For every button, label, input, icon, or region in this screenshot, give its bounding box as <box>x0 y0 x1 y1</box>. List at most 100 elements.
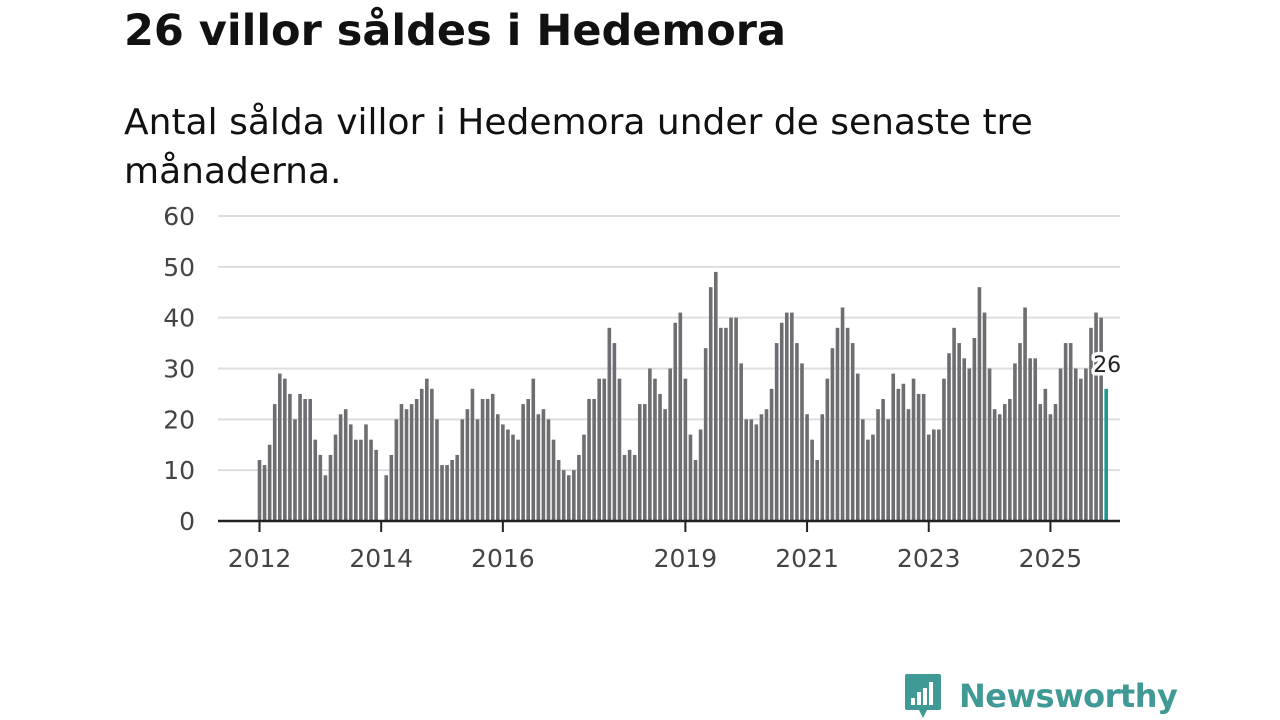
bar <box>1043 388 1048 521</box>
bar <box>490 393 495 521</box>
bar <box>1038 404 1043 521</box>
bar <box>627 449 632 521</box>
bar <box>820 414 825 521</box>
bar <box>354 439 358 521</box>
bar <box>850 343 855 521</box>
bar <box>658 393 662 521</box>
bar <box>480 399 485 521</box>
bar <box>1023 307 1027 521</box>
bar <box>937 429 941 521</box>
bar <box>556 460 561 521</box>
bar <box>572 470 576 521</box>
x-tick-label: 2014 <box>349 544 413 573</box>
brand-name: Newsworthy <box>959 677 1178 715</box>
bar <box>308 399 312 521</box>
bar <box>425 378 429 521</box>
bar <box>566 475 571 521</box>
bar <box>283 378 287 521</box>
y-tick-label: 40 <box>163 304 195 333</box>
y-tick-label: 30 <box>163 355 195 384</box>
bar <box>906 409 911 521</box>
bar <box>328 454 333 521</box>
bar <box>404 409 409 521</box>
bar <box>932 429 936 521</box>
bar <box>450 460 454 521</box>
bar <box>531 378 536 521</box>
bar <box>987 368 992 521</box>
bar <box>952 327 956 521</box>
bar <box>607 327 612 521</box>
bar <box>957 343 961 521</box>
bar <box>790 312 794 521</box>
last-value-label: 26 <box>1093 353 1121 378</box>
x-tick-label: 2019 <box>654 544 718 573</box>
bar <box>374 449 378 521</box>
bar <box>724 327 728 521</box>
bar <box>759 414 764 521</box>
bar <box>1073 368 1078 521</box>
bar <box>272 404 277 521</box>
bar <box>602 378 607 521</box>
bar <box>962 358 967 521</box>
bar <box>734 317 738 521</box>
bar <box>921 393 926 521</box>
bar <box>1084 368 1088 521</box>
bar <box>896 388 901 521</box>
bar <box>526 399 531 521</box>
bar <box>967 368 972 521</box>
x-tick-label: 2016 <box>471 544 535 573</box>
bar <box>942 378 946 521</box>
bar <box>293 419 297 521</box>
bar <box>622 454 627 521</box>
bar <box>430 388 434 521</box>
bar <box>465 409 470 521</box>
bar <box>359 439 363 521</box>
bar <box>384 475 389 521</box>
bar <box>333 434 338 521</box>
bar <box>338 414 343 521</box>
bar <box>769 388 774 521</box>
bar <box>440 465 444 521</box>
bar <box>663 409 667 521</box>
y-tick-label: 0 <box>179 507 195 536</box>
bar <box>521 404 525 521</box>
bar <box>617 378 622 521</box>
bar <box>1058 368 1063 521</box>
bar <box>876 409 880 521</box>
bar <box>577 454 581 521</box>
bar <box>729 317 733 521</box>
bar <box>394 419 399 521</box>
brand-logo[interactable]: Newsworthy <box>903 672 1178 720</box>
bar <box>460 419 465 521</box>
chart-subtitle: Antal sålda villor i Hedemora under de s… <box>124 102 1033 192</box>
bar <box>323 475 328 521</box>
x-axis <box>218 519 1120 532</box>
bar <box>703 348 708 521</box>
bar <box>445 465 449 521</box>
bar <box>369 439 373 521</box>
bar <box>886 419 890 521</box>
x-tick-label: 2023 <box>897 544 961 573</box>
bar <box>947 353 951 521</box>
bar <box>257 460 262 521</box>
x-tick-label: 2025 <box>1019 544 1083 573</box>
bar <box>810 439 814 521</box>
bar <box>997 414 1002 521</box>
bar <box>318 454 323 521</box>
bar <box>719 327 723 521</box>
bar <box>288 393 292 521</box>
bar <box>1028 358 1032 521</box>
bar <box>779 322 784 521</box>
bar <box>977 287 982 521</box>
bar <box>815 460 819 521</box>
bar <box>830 348 835 521</box>
bar <box>495 414 500 521</box>
bar <box>587 399 591 521</box>
bar <box>501 424 505 521</box>
bar <box>389 454 394 521</box>
bar <box>511 434 515 521</box>
bar <box>455 454 460 521</box>
bar <box>698 429 703 521</box>
bar <box>871 434 875 521</box>
